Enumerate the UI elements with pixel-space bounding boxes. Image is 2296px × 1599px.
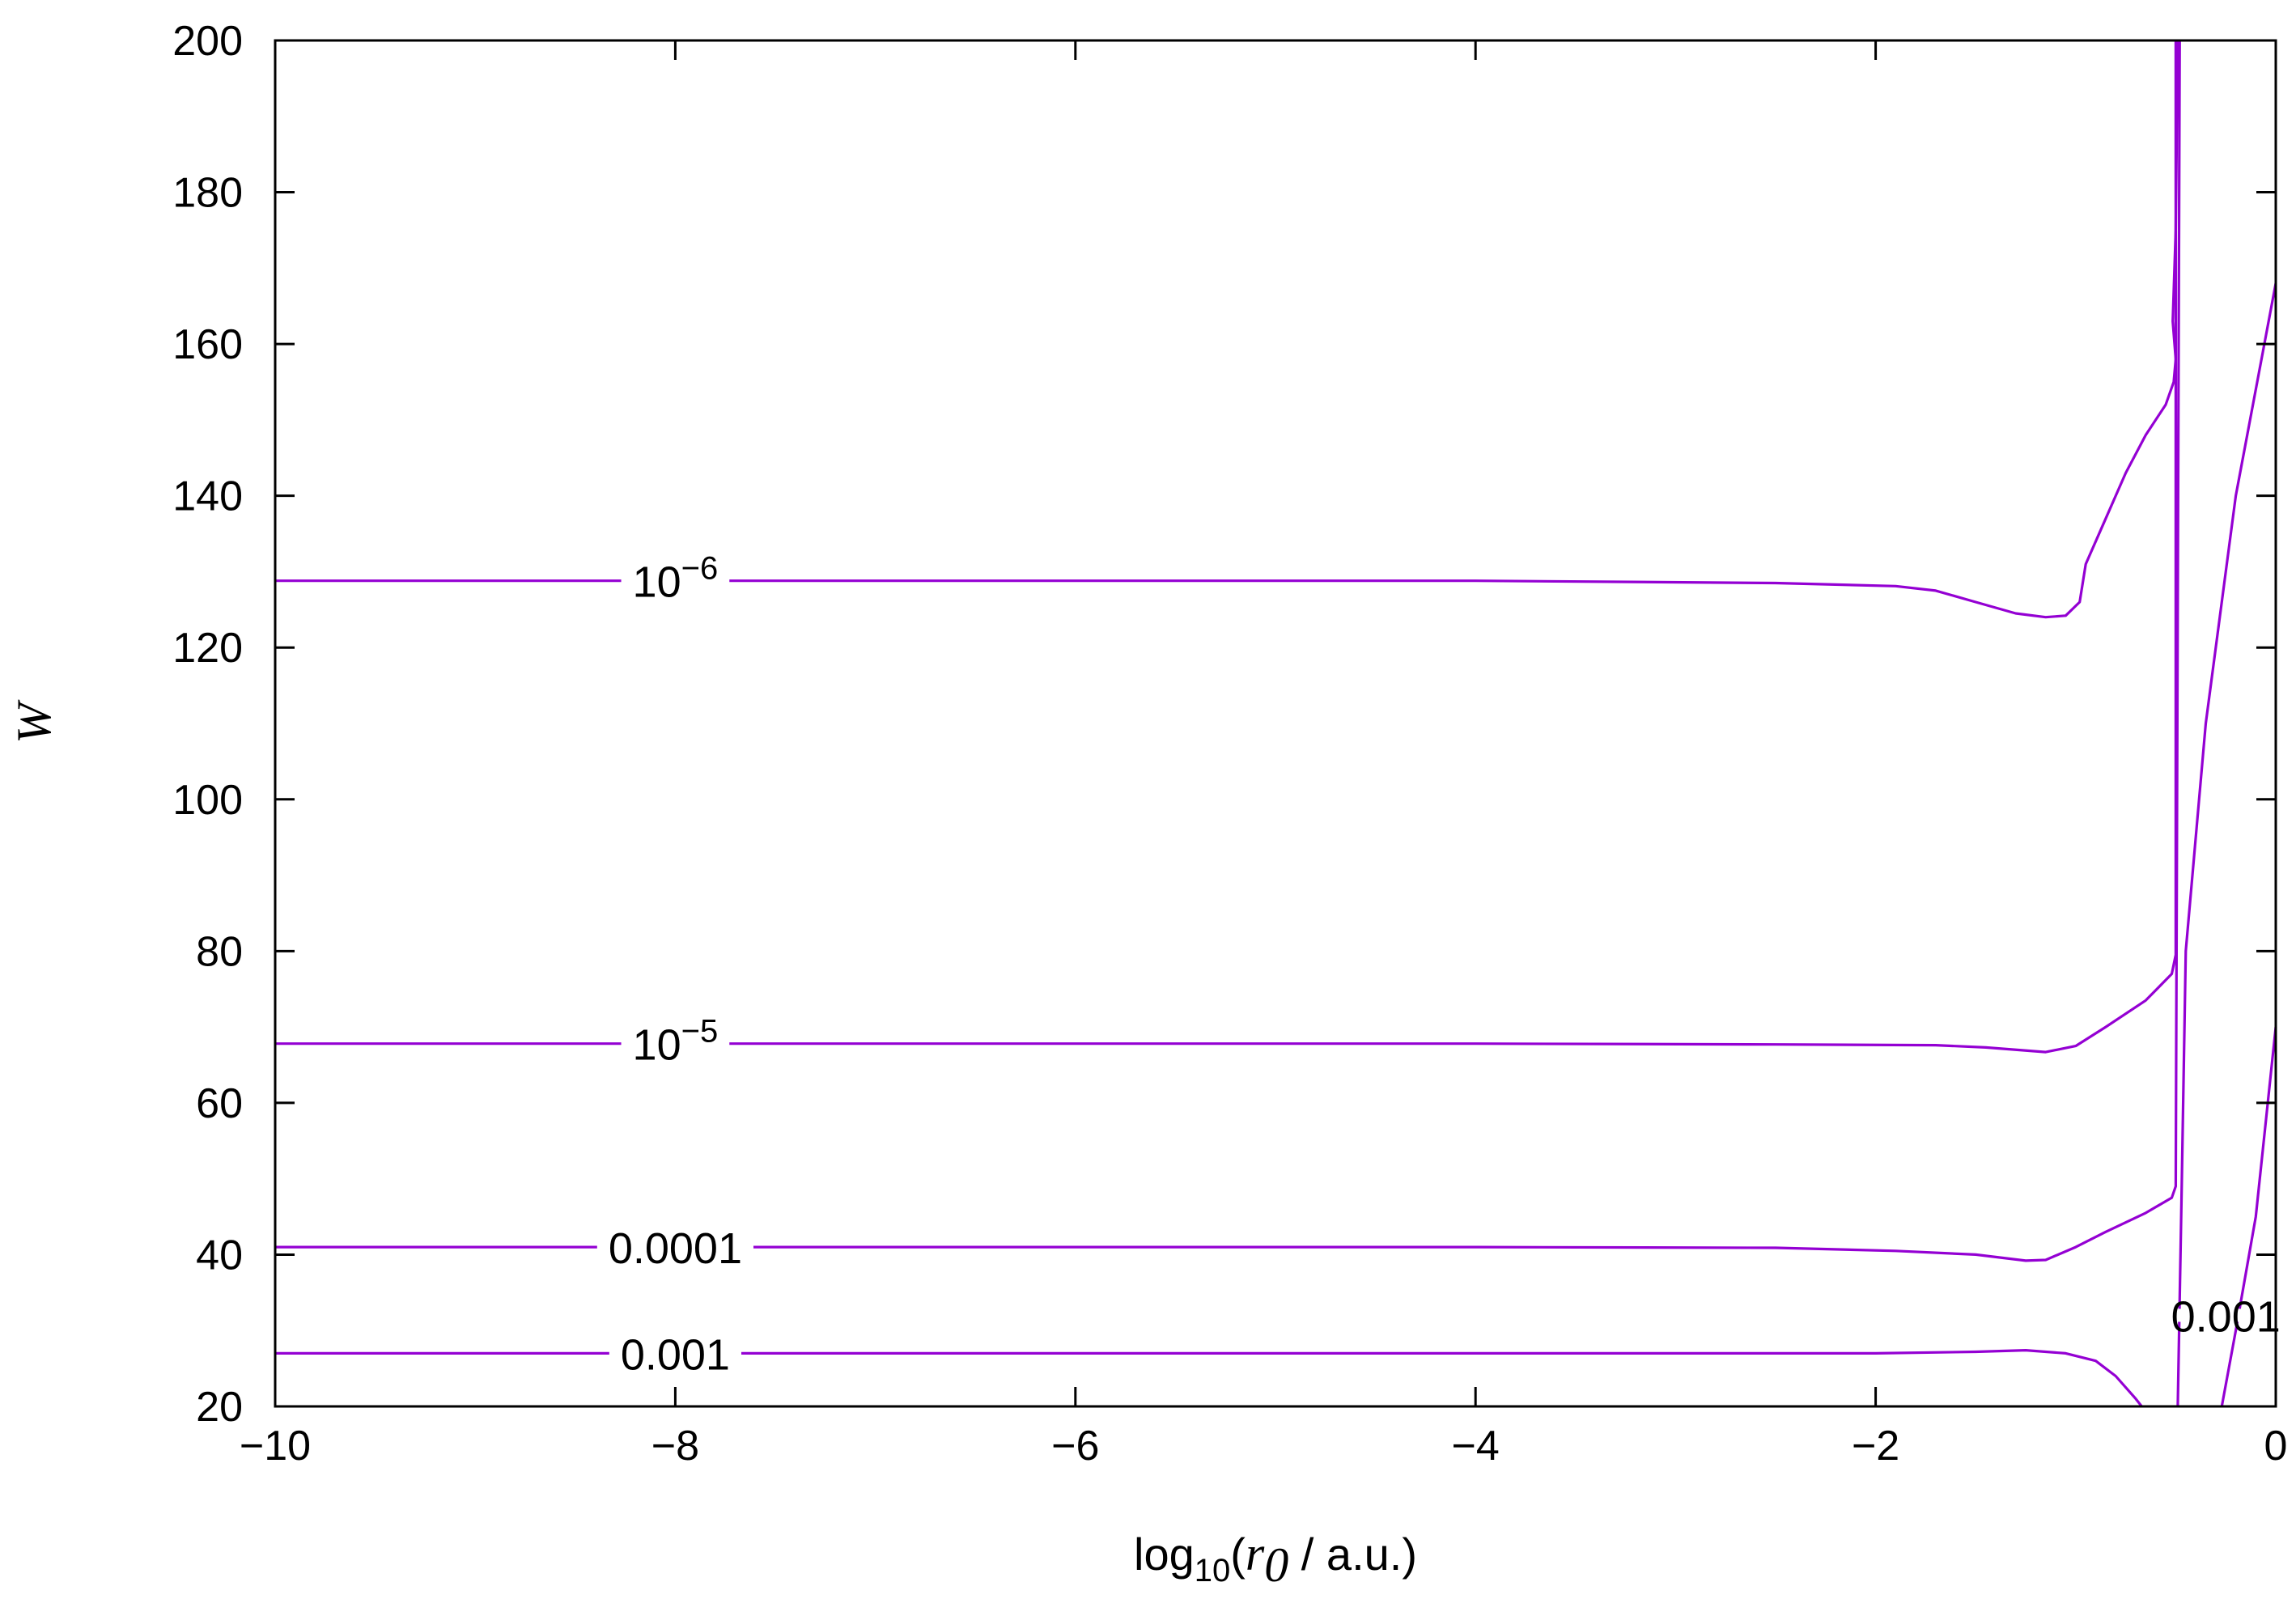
x-tick-labels: −10 −8 −6 −4 −2 0 (240, 1423, 2288, 1470)
x-axis-title-prefix: log (1134, 1529, 1195, 1580)
contour-label-exponent: −6 (681, 551, 719, 587)
contour-label-gap (609, 1347, 741, 1360)
x-axis-title-variable: r (1246, 1527, 1265, 1580)
y-tick-label: 100 (172, 777, 243, 824)
contour-label-text: 10−5 (633, 1014, 719, 1070)
y-tick-label: 160 (172, 321, 243, 368)
x-tick-label: 0 (2264, 1423, 2288, 1470)
x-tick-label: −4 (1452, 1423, 1500, 1470)
y-tick-labels: 20 40 60 80 100 120 140 160 180 200 (172, 18, 243, 1431)
y-tick-label: 180 (172, 170, 243, 217)
contour-label-gap (2159, 1308, 2292, 1322)
y-tick-label: 40 (196, 1232, 243, 1279)
contour-label-gap (621, 574, 730, 587)
contour-label-gap (621, 1037, 730, 1050)
contour-line-6 (2220, 1026, 2277, 1407)
y-tick-label: 80 (196, 928, 243, 975)
x-axis-title-subscript: 10 (1195, 1553, 1231, 1588)
contour-label-text: 0.0001 (609, 1224, 742, 1273)
contour-line-4 (275, 1349, 2143, 1407)
contour-label-1: 10−6 (621, 551, 730, 607)
contour-line-3 (275, 40, 2181, 1262)
x-axis-title-variable-subscript: 0 (1264, 1538, 1288, 1592)
contour-label-4: 0.001 (609, 1330, 741, 1379)
contour-label-text: 0.001 (621, 1330, 730, 1379)
contour-label-text: 0.001 (2171, 1292, 2281, 1341)
x-tick-label: −8 (651, 1423, 699, 1470)
contour-label-base: 10 (633, 558, 681, 607)
contour-label-gap (596, 1241, 753, 1254)
x-tick-label: −6 (1051, 1423, 1099, 1470)
y-axis-title: W (7, 699, 61, 744)
x-tick-label: −2 (1852, 1423, 1899, 1470)
plot-frame (274, 39, 2277, 1408)
contour-line-5 (2176, 282, 2277, 1407)
contour-line-1 (275, 40, 2179, 619)
axis-ticks (274, 39, 2277, 1408)
contour-line-2 (275, 40, 2177, 1054)
contour-lines (275, 40, 2277, 1407)
contour-label-5: 0.001 (2159, 1292, 2292, 1341)
contour-label-3: 0.0001 (596, 1224, 753, 1273)
y-tick-label: 200 (172, 18, 243, 65)
x-axis-title: log10(r0 / a.u.) (1134, 1527, 1417, 1592)
contour-label-exponent: −5 (681, 1014, 719, 1050)
y-tick-label: 60 (196, 1080, 243, 1127)
contour-label-base: 10 (633, 1021, 681, 1070)
y-tick-label: 20 (196, 1384, 243, 1431)
contour-label-2: 10−5 (621, 1014, 730, 1070)
x-axis-title-suffix: / a.u.) (1288, 1529, 1417, 1580)
x-tick-label: −10 (240, 1423, 311, 1470)
y-tick-label: 120 (172, 625, 243, 672)
contour-label-text: 10−6 (633, 551, 719, 607)
x-axis-title-open: ( (1230, 1529, 1246, 1580)
y-tick-label: 140 (172, 473, 243, 520)
